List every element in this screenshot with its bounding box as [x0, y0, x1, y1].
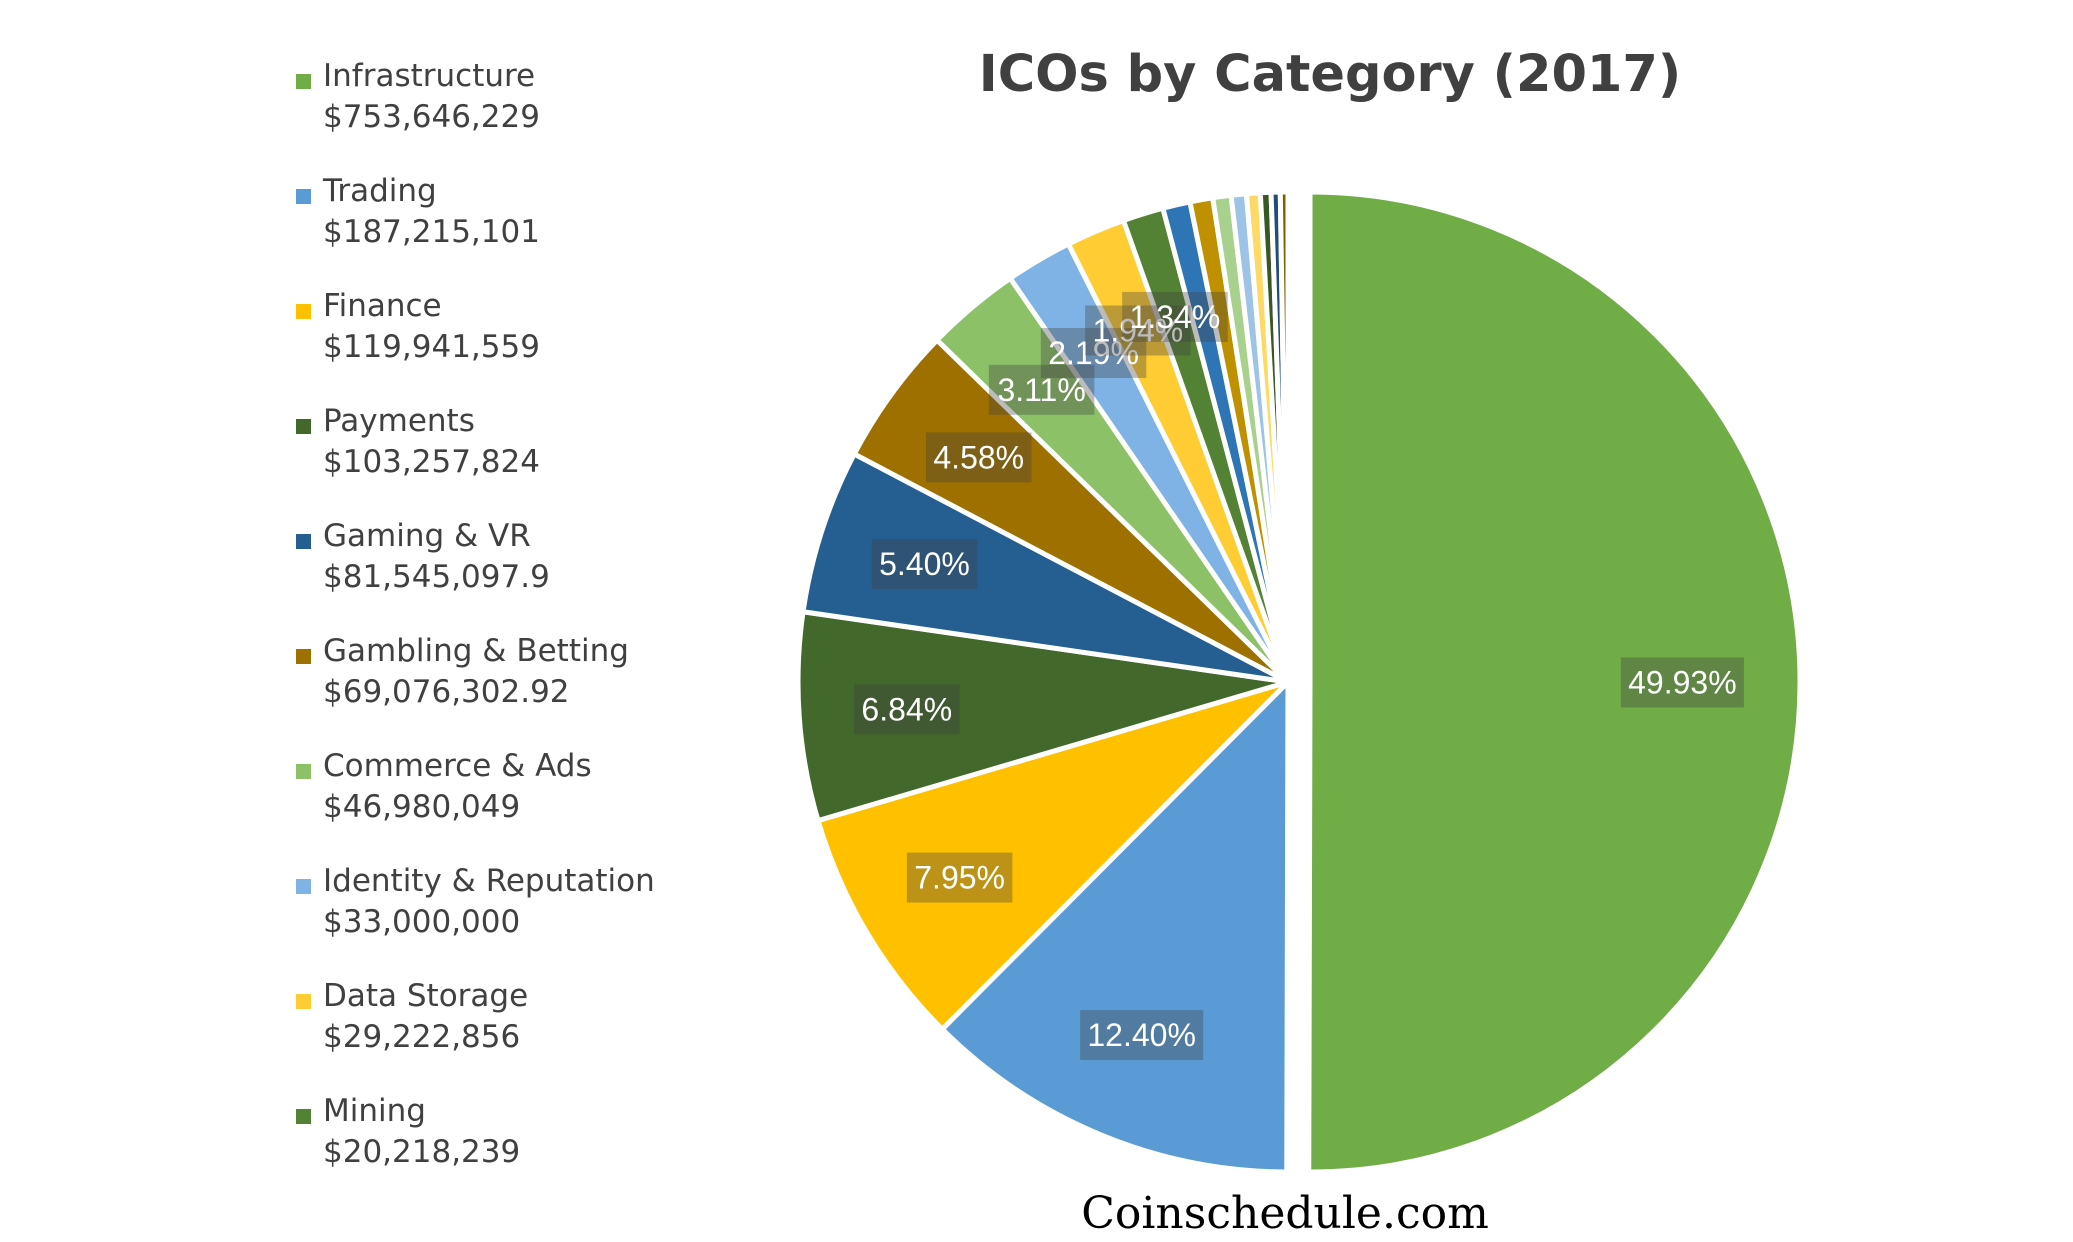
data-label: 7.95% — [906, 852, 1013, 903]
legend-swatch — [296, 304, 311, 319]
data-label: 12.40% — [1080, 1010, 1204, 1061]
legend-label: Payments — [323, 403, 475, 439]
legend-value: $103,257,824 — [323, 444, 540, 480]
legend-value: $187,215,101 — [323, 214, 540, 250]
legend-value: $119,941,559 — [323, 329, 540, 365]
legend-label: Finance — [323, 288, 442, 324]
legend-swatch — [296, 534, 311, 549]
data-label-box — [1620, 657, 1744, 708]
legend-value: $46,980,049 — [323, 789, 521, 825]
legend-value: $81,545,097.9 — [323, 559, 550, 595]
legend-swatch — [296, 649, 311, 664]
data-label-text: 1.94% — [1093, 313, 1184, 349]
legend-value: $29,222,856 — [323, 1019, 521, 1055]
legend-label: Trading — [323, 173, 437, 209]
data-label: 2.19% — [1040, 327, 1147, 378]
legend-label: Gaming & VR — [323, 518, 531, 554]
data-label: 1.94% — [1085, 305, 1191, 356]
pie-slice — [795, 609, 1291, 824]
pie-slice — [815, 679, 1291, 1032]
data-label: 5.40% — [871, 538, 978, 589]
data-label-box — [1040, 327, 1147, 378]
pie-slice — [1277, 189, 1291, 685]
data-label-text: 4.58% — [933, 439, 1024, 475]
legend-value: $69,076,302.92 — [323, 674, 570, 710]
data-label-box — [1085, 305, 1191, 356]
legend-value: $753,646,229 — [323, 99, 540, 135]
legend-label: Identity & Reputation — [323, 863, 655, 899]
legend-swatch — [296, 74, 311, 89]
data-label-box — [1080, 1010, 1204, 1061]
data-label: 4.58% — [926, 432, 1032, 483]
pie-slice — [800, 451, 1291, 685]
data-label-box — [1122, 291, 1228, 342]
legend-swatch — [296, 419, 311, 434]
legend-swatch — [296, 1109, 311, 1124]
pie-slice — [939, 679, 1291, 1175]
data-label-box — [988, 364, 1095, 415]
legend-swatch — [296, 994, 311, 1009]
data-label-text: 7.95% — [914, 860, 1005, 896]
data-label-text: 6.84% — [861, 691, 952, 727]
chart-title: ICOs by Category (2017) — [978, 45, 1682, 104]
data-label: 49.93% — [1620, 657, 1744, 708]
data-label-box — [926, 432, 1032, 483]
data-label-text: 3.11% — [997, 372, 1085, 408]
legend-label: Commerce & Ads — [323, 748, 592, 784]
pie-slice — [1306, 189, 1802, 1175]
data-label-text: 49.93% — [1628, 664, 1737, 700]
legend-label: Data Storage — [323, 978, 529, 1014]
legend-label: Infrastructure — [323, 58, 536, 94]
data-label-box — [871, 538, 978, 589]
data-label: 6.84% — [854, 684, 960, 735]
source-label: Coinschedule.com — [1081, 1188, 1489, 1239]
data-label-text: 12.40% — [1087, 1017, 1196, 1053]
legend-label: Mining — [323, 1093, 426, 1129]
data-label-box — [906, 852, 1013, 903]
data-label-box — [854, 684, 960, 735]
legend-value: $33,000,000 — [323, 904, 521, 940]
legend-label: Gambling & Betting — [323, 633, 629, 669]
data-label: 1.34% — [1122, 291, 1228, 342]
data-label-text: 1.34% — [1130, 299, 1221, 335]
legend-value: $20,218,239 — [323, 1134, 521, 1170]
legend-swatch — [296, 189, 311, 204]
legend-swatch — [296, 879, 311, 894]
data-label: 3.11% — [988, 364, 1095, 415]
legend-swatch — [296, 764, 311, 779]
data-label-text: 5.40% — [879, 546, 970, 582]
data-label-text: 2.19% — [1048, 335, 1139, 371]
